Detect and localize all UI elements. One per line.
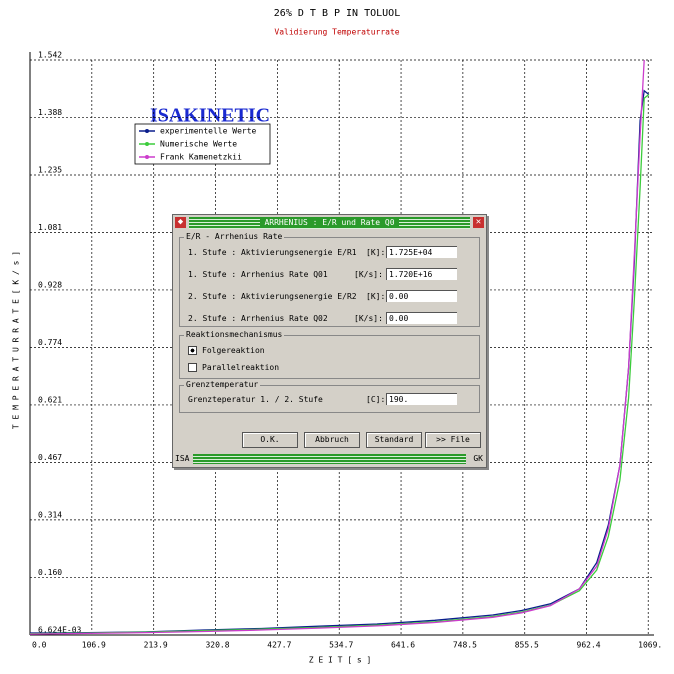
- y-tick-label: 6.624E-03: [38, 626, 82, 635]
- dialog-title: ARRHENIUS : E/R und Rate Q0: [260, 218, 399, 227]
- field-unit: [K]:: [366, 292, 386, 301]
- x-axis-label: Z E I T [ s ]: [309, 656, 372, 665]
- logo: ISAKINETIC: [150, 105, 270, 127]
- legend-label: experimentelle Werte: [160, 127, 257, 136]
- field-label: 2. Stufe : Arrhenius Rate Q02: [188, 314, 328, 323]
- group-title: Grenztemperatur: [184, 380, 261, 389]
- status-bar: [193, 454, 466, 464]
- close-button[interactable]: ✕: [473, 217, 484, 228]
- button[interactable]: Abbruch: [304, 432, 360, 448]
- chart-title: 26% D T B P IN TOLUOL: [274, 8, 400, 19]
- x-tick-label: 320.8: [205, 641, 229, 650]
- y-tick-label: 0.467: [38, 453, 62, 462]
- field-unit: [K/s]:: [354, 270, 383, 279]
- dialog-icon: ◆: [175, 217, 186, 228]
- x-tick-label: 748.5: [453, 641, 477, 650]
- x-tick-label: 0.0: [32, 641, 47, 650]
- input-field[interactable]: 190.: [386, 393, 457, 405]
- group-title: E/R - Arrhenius Rate: [184, 232, 285, 241]
- x-tick-label: 962.4: [577, 641, 601, 650]
- legend-label: Numerische Werte: [160, 140, 237, 149]
- option-label[interactable]: Folgereaktion: [202, 346, 265, 355]
- legend-marker: [145, 155, 149, 159]
- legend: [134, 123, 271, 165]
- x-tick-label: 855.5: [515, 641, 539, 650]
- input-field[interactable]: 1.720E+16: [386, 268, 457, 280]
- x-tick-label: 427.7: [267, 641, 291, 650]
- input-field[interactable]: 0.00: [386, 290, 457, 302]
- y-tick-label: 1.235: [38, 165, 62, 174]
- field-label: 1. Stufe : Arrhenius Rate Q01: [188, 270, 328, 279]
- x-tick-label: 213.9: [144, 641, 168, 650]
- y-tick-label: 0.621: [38, 395, 62, 404]
- y-tick-label: 1.081: [38, 223, 62, 232]
- chart-subtitle: Validierung Temperaturrate: [274, 28, 399, 37]
- button[interactable]: O.K.: [242, 432, 298, 448]
- x-tick-label: 534.7: [329, 641, 353, 650]
- group-arrhenius: E/R - Arrhenius Rate 1. Stufe : Aktivier…: [179, 232, 480, 327]
- legend-marker: [145, 129, 149, 133]
- input-field[interactable]: 0.00: [386, 312, 457, 324]
- title-bar: ARRHENIUS : E/R und Rate Q0: [189, 217, 470, 229]
- status-left: ISA: [175, 454, 190, 463]
- button[interactable]: Standard: [366, 432, 422, 448]
- x-tick-label: 1069.: [638, 641, 662, 650]
- legend-label: Frank Kamenetzkii: [160, 153, 242, 162]
- x-tick-label: 106.9: [82, 641, 106, 650]
- field-label: 1. Stufe : Aktivierungsenergie E/R1: [188, 248, 357, 257]
- group-mechanism: Reaktionsmechanismus Folgereaktion Paral…: [179, 330, 480, 379]
- status-right: GK: [473, 454, 483, 463]
- series-line: [29, 59, 645, 635]
- y-axis-label: T E M P E R A T U R R A T E [ K / s ]: [12, 251, 21, 429]
- group-title: Reaktionsmechanismus: [184, 330, 285, 339]
- field-unit: [C]:: [366, 395, 386, 404]
- y-tick-label: 0.160: [38, 568, 62, 577]
- field-label: Grenzteperatur 1. / 2. Stufe: [188, 395, 323, 404]
- radio-button[interactable]: [188, 363, 197, 372]
- field-unit: [K/s]:: [354, 314, 383, 323]
- field-unit: [K]:: [366, 248, 386, 257]
- group-temperature: Grenztemperatur Grenzteperatur 1. / 2. S…: [179, 380, 480, 413]
- y-tick-label: 0.928: [38, 280, 62, 289]
- option-label[interactable]: Parallelreaktion: [202, 363, 280, 372]
- y-tick-label: 0.774: [38, 338, 62, 347]
- dialog: ◆ ARRHENIUS : E/R und Rate Q0 ✕ E/R - Ar…: [172, 214, 487, 468]
- radio-button[interactable]: [188, 346, 197, 355]
- input-field[interactable]: 1.725E+04: [386, 246, 457, 258]
- legend-marker: [145, 142, 149, 146]
- y-tick-label: 1.388: [38, 108, 62, 117]
- y-tick-label: 1.542: [38, 51, 62, 60]
- y-tick-label: 0.314: [38, 510, 62, 519]
- x-tick-label: 641.6: [391, 641, 415, 650]
- field-label: 2. Stufe : Aktivierungsenergie E/R2: [188, 292, 357, 301]
- button[interactable]: >> File: [425, 432, 481, 448]
